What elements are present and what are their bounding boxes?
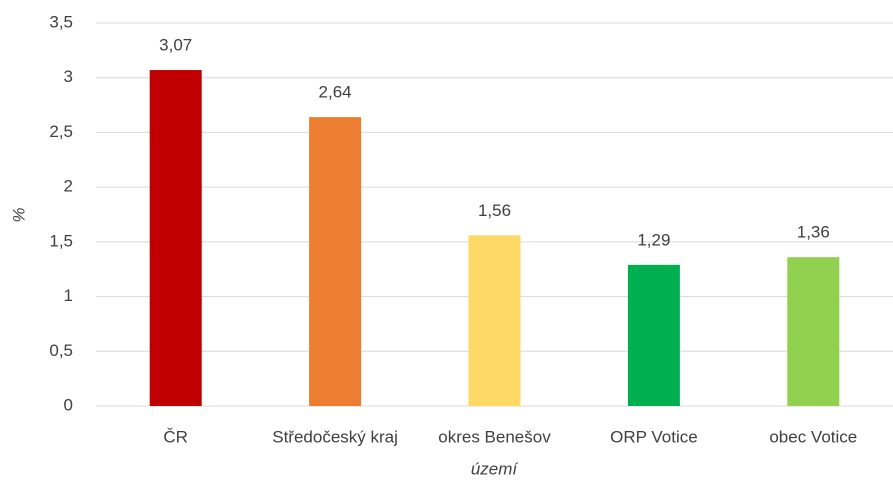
value-label: 1,36 (797, 223, 830, 242)
value-label: 3,07 (159, 36, 192, 55)
bar (149, 70, 202, 406)
y-tick-label: 0 (64, 395, 73, 414)
bar (627, 264, 680, 406)
y-axis-label: % (9, 207, 28, 222)
y-tick-label: 2,5 (49, 122, 73, 141)
x-axis-label: území (471, 459, 520, 478)
y-tick-label: 3,5 (49, 12, 73, 31)
y-tick-label: 3 (64, 67, 73, 86)
x-tick-label: okres Benešov (438, 427, 551, 446)
value-label: 1,29 (637, 230, 670, 249)
x-tick-label: Středočeský kraj (272, 427, 398, 446)
value-label: 1,56 (478, 201, 511, 220)
bar (787, 257, 840, 406)
y-tick-label: 0,5 (49, 341, 73, 360)
y-tick-label: 1 (64, 286, 73, 305)
y-tick-label: 2 (64, 177, 73, 196)
x-tick-label: ORP Votice (610, 427, 698, 446)
bar (468, 235, 521, 406)
value-label: 2,64 (319, 83, 352, 102)
y-tick-label: 1,5 (49, 231, 73, 250)
x-tick-label: obec Votice (769, 427, 857, 446)
bar (309, 117, 362, 406)
x-tick-label: ČR (163, 427, 188, 446)
